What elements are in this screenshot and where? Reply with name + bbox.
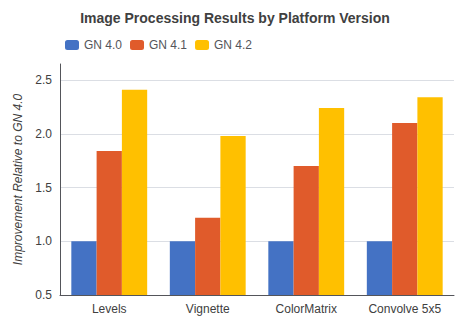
svg-text:Vignette: Vignette (186, 302, 230, 316)
svg-text:2.0: 2.0 (35, 127, 52, 141)
svg-text:1.5: 1.5 (35, 181, 52, 195)
svg-text:2.5: 2.5 (35, 73, 52, 87)
svg-text:Improvement Relative to GN 4.0: Improvement Relative to GN 4.0 (11, 93, 25, 265)
svg-text:Convolve 5x5: Convolve 5x5 (368, 302, 441, 316)
svg-text:Levels: Levels (92, 302, 127, 316)
svg-text:GN 4.0: GN 4.0 (84, 38, 122, 52)
svg-text:GN 4.2: GN 4.2 (214, 38, 252, 52)
svg-text:Image Processing Results by Pl: Image Processing Results by Platform Ver… (80, 10, 390, 26)
svg-text:GN 4.1: GN 4.1 (149, 38, 187, 52)
svg-text:0.5: 0.5 (35, 288, 52, 302)
svg-text:ColorMatrix: ColorMatrix (276, 302, 337, 316)
svg-text:1.0: 1.0 (35, 234, 52, 248)
